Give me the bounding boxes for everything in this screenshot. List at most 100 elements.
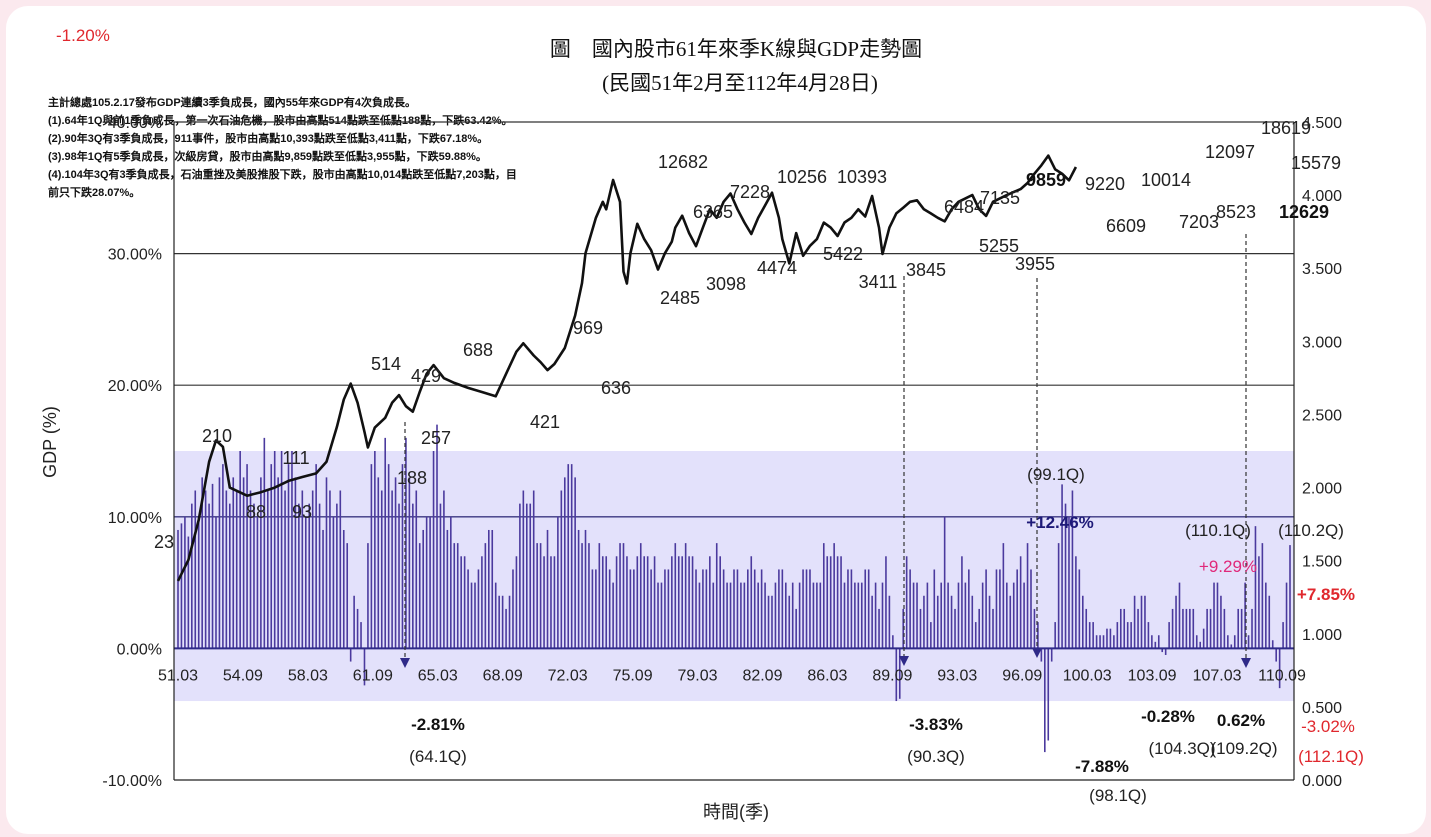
x-tick: 86.03	[807, 667, 847, 684]
arrow-head	[400, 658, 410, 668]
index-label: 3845	[906, 260, 946, 280]
index-label: 188	[397, 468, 427, 488]
index-label: 7135	[980, 188, 1020, 208]
y-right-tick: 1.000	[1302, 627, 1342, 644]
gdp-annotation: -0.28%	[1141, 707, 1195, 726]
arrow-head	[1032, 648, 1042, 658]
index-label: 429	[411, 366, 441, 386]
y-left-tick: -10.00%	[102, 773, 162, 790]
arrow-head	[1241, 658, 1251, 668]
y-right-tick: 0.500	[1302, 700, 1342, 717]
y-left-tick: 30.00%	[108, 247, 162, 264]
arrow-head	[899, 656, 909, 666]
chart-svg: -1.20% 圖 國內股市61年來季K線與GDP走勢圖 (民國51年2月至112…	[40, 26, 1364, 822]
x-tick: 68.09	[483, 667, 523, 684]
x-tick: 89.09	[872, 667, 912, 684]
gdp-annotation: (90.3Q)	[907, 747, 965, 766]
index-label: 421	[530, 412, 560, 432]
x-tick: 93.03	[937, 667, 977, 684]
y-right-tick: 2.500	[1302, 407, 1342, 424]
index-label: 3098	[706, 274, 746, 294]
index-label: 12629	[1279, 202, 1329, 222]
index-label: 257	[421, 428, 451, 448]
gdp-annotation: -7.88%	[1075, 757, 1129, 776]
y-right-tick: 3.000	[1302, 334, 1342, 351]
index-label: 3955	[1015, 254, 1055, 274]
index-label: 18619	[1261, 118, 1311, 138]
gdp-annotation: -3.02%	[1301, 717, 1355, 736]
x-tick: 75.09	[613, 667, 653, 684]
chart-subtitle: (民國51年2月至112年4月28日)	[602, 71, 878, 95]
y-right-tick: 1.500	[1302, 554, 1342, 571]
gdp-annotation: +9.29%	[1199, 557, 1257, 576]
notes-block: 主計總處105.2.17發布GDP連續3季負成長，國內55年來GDP有4次負成長…	[48, 95, 517, 199]
gdp-annotation: (98.1Q)	[1089, 786, 1147, 805]
y-left-tick: 20.00%	[108, 378, 162, 395]
note-2: (2).90年3Q有3季負成長，911事件，股市由高點10,393點跌至低點3,…	[48, 131, 488, 145]
gdp-annotation: (110.1Q)	[1185, 521, 1251, 540]
x-axis-label: 時間(季)	[703, 802, 769, 822]
y-left-tick: 40.00%	[108, 115, 162, 132]
x-tick: 72.03	[548, 667, 588, 684]
gdp-annotation: (112.1Q)	[1298, 747, 1364, 766]
index-label: 111	[282, 448, 309, 468]
index-label: 5255	[979, 236, 1019, 256]
note-3: (3).98年1Q有5季負成長，次級房貸，股市由高點9,859點跌至低點3,95…	[48, 149, 487, 163]
index-label: 6609	[1106, 216, 1146, 236]
index-label: 688	[463, 340, 493, 360]
chart-card: -1.20% 圖 國內股市61年來季K線與GDP走勢圖 (民國51年2月至112…	[6, 6, 1426, 834]
x-tick: 103.09	[1128, 667, 1177, 684]
gdp-annotation: (110.2Q)	[1278, 521, 1344, 540]
x-tick: 61.09	[353, 667, 393, 684]
index-label: 15579	[1291, 153, 1341, 173]
index-label: 23	[154, 532, 174, 552]
index-label: 969	[573, 318, 603, 338]
x-tick: 96.09	[1002, 667, 1042, 684]
x-tick: 58.03	[288, 667, 328, 684]
x-tick: 51.03	[158, 667, 198, 684]
grid-lines	[174, 121, 1294, 518]
y-right-tick: 3.500	[1302, 261, 1342, 278]
index-label: 3411	[859, 272, 898, 292]
index-label: 9220	[1085, 174, 1125, 194]
gdp-annotations: -2.81% (64.1Q) -3.83% (90.3Q) -7.88% (98.1Q) +…	[409, 465, 1364, 805]
index-label: 12682	[658, 152, 708, 172]
gdp-annotation: (104.3Q)	[1148, 739, 1215, 758]
index-label: 7203	[1179, 212, 1219, 232]
x-tick: 65.03	[418, 667, 458, 684]
y-axis-label: GDP (%)	[40, 406, 60, 478]
x-tick: 54.09	[223, 667, 263, 684]
x-tick: 79.03	[678, 667, 718, 684]
index-line	[176, 154, 1078, 582]
index-label: 12097	[1205, 142, 1255, 162]
y-left-tick: 10.00%	[108, 510, 162, 527]
y-right-tick: 4.500	[1302, 115, 1342, 132]
index-label: 7228	[730, 182, 770, 202]
y-right-tick: 2.000	[1302, 481, 1342, 498]
corner-value: -1.20%	[56, 26, 110, 45]
note-5: 前只下跌28.07%。	[48, 185, 140, 199]
index-label: 10256	[777, 167, 827, 187]
gdp-annotation: -2.81%	[411, 715, 465, 734]
index-label: 6365	[693, 202, 733, 222]
chart-title: 圖 國內股市61年來季K線與GDP走勢圖	[550, 37, 922, 61]
gdp-annotation: (109.2Q)	[1210, 739, 1277, 758]
tick-labels: -10.00% 0.00% 10.00% 20.00% 30.00% 40.00% 0.00…	[102, 115, 1342, 790]
index-label: 210	[202, 426, 232, 446]
stock-index-line	[176, 154, 1078, 582]
axes	[173, 122, 1295, 781]
index-label: 93	[292, 502, 312, 522]
gdp-annotation: (64.1Q)	[409, 747, 467, 766]
note-1: (1).64年1Q與前1季負成長，第一次石油危機，股市由高點514點跌至低點18…	[48, 113, 513, 127]
index-label: 4474	[757, 258, 797, 278]
index-label: 6484	[944, 197, 984, 217]
index-label: 2485	[660, 288, 700, 308]
gdp-annotation: +12.46%	[1026, 513, 1094, 532]
y-right-tick: 4.000	[1302, 188, 1342, 205]
index-label: 10393	[837, 167, 887, 187]
gdp-annotation: +7.85%	[1297, 585, 1355, 604]
x-tick: 110.09	[1258, 667, 1306, 684]
gdp-annotation: 0.62%	[1217, 711, 1265, 730]
y-right-tick: 0.000	[1302, 773, 1342, 790]
x-tick: 82.09	[742, 667, 782, 684]
